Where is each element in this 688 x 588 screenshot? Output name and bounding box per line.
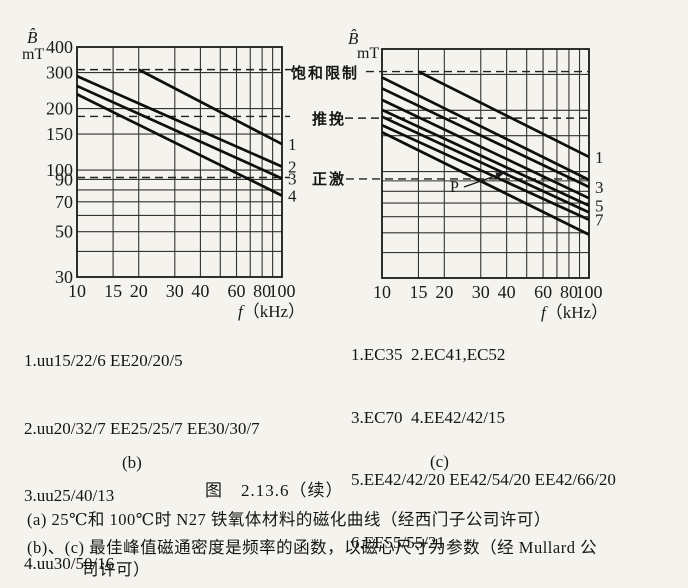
legend-line: 4.uu30/50/16	[24, 553, 115, 573]
annotation-forward: 正激	[312, 172, 347, 188]
series-label-3: 3	[595, 178, 604, 197]
y-axis-unit: mT	[22, 46, 44, 63]
series-label-7: 7	[595, 211, 604, 230]
legend-line: 6.EE55/55/21	[351, 532, 445, 552]
p-annotation-arrowhead	[495, 172, 505, 179]
y-tick-label: 200	[46, 99, 73, 119]
y-tick-label: 50	[55, 222, 73, 242]
y-tick-label: 70	[55, 192, 73, 212]
series-label-5: 5	[595, 197, 604, 216]
y-tick-label: 300	[46, 63, 73, 83]
figure-caption-a: (a) 25℃和 100℃时 N27 铁氧体材料的磁化曲线（经西门子公司许可）	[27, 510, 551, 529]
series-line-5	[381, 108, 590, 207]
x-tick-label: 20	[130, 281, 148, 301]
x-tick-label: 80	[560, 282, 578, 302]
x-tick-label: 80	[253, 281, 271, 301]
annotation-push-pull: 推挽	[312, 112, 347, 128]
annotation-saturation-limit: 饱和限制	[291, 66, 360, 82]
legend-line: 1.EC35 2.EC41,EC52	[351, 344, 506, 364]
y-tick-label: 400	[46, 37, 73, 57]
x-axis-label: f（kHz）	[541, 303, 608, 322]
x-tick-label: 10	[68, 281, 86, 301]
series-label-1: 1	[288, 135, 297, 154]
y-axis-unit: mT	[357, 45, 379, 62]
series-line-7	[381, 123, 590, 221]
series-label-2: 2	[288, 158, 297, 177]
y-axis-symbol: B̂	[348, 29, 359, 48]
p-annotation-label: P	[450, 179, 459, 196]
panel-label-c: (c)	[430, 452, 449, 471]
legend-line: 3.uu25/40/13	[24, 486, 115, 505]
x-tick-label: 40	[191, 281, 209, 301]
x-tick-label: 15	[104, 281, 122, 301]
series-line-3	[381, 87, 590, 189]
legend-line: 5.EE42/42/20 EE42/54/20 EE42/66/20	[351, 470, 616, 490]
legend-chart-b: 1.uu15/22/6 EE20/20/5 2.uu20/32/7 EE25/2…	[24, 305, 260, 588]
x-tick-label: 30	[166, 281, 184, 301]
series-label-4: 4	[288, 187, 297, 206]
legend-line: 2.uu20/32/7 EE25/25/7 EE30/30/7	[24, 418, 260, 438]
x-tick-label: 100	[576, 282, 603, 302]
plot-border	[381, 48, 590, 279]
y-tick-label: 100	[46, 160, 73, 180]
series-line-1	[138, 68, 283, 146]
series-line-2	[76, 74, 283, 168]
series-line-8	[381, 131, 590, 236]
series-line-3	[76, 84, 283, 180]
plot-border	[76, 46, 283, 278]
legend-line: 3.EC70 4.EE42/42/15	[351, 407, 505, 427]
x-tick-label: 15	[409, 282, 427, 302]
y-tick-label: 30	[55, 267, 73, 287]
y-axis-symbol: B̂	[27, 28, 38, 47]
x-tick-label: 20	[435, 282, 453, 302]
x-tick-label: 10	[373, 282, 391, 302]
x-axis-label: f（kHz）	[238, 302, 305, 321]
series-line-2	[381, 76, 590, 182]
series-line-6	[381, 115, 590, 214]
y-tick-label: 150	[46, 124, 73, 144]
x-tick-label: 60	[534, 282, 552, 302]
p-annotation-arrow	[463, 174, 497, 188]
x-tick-label: 100	[269, 281, 296, 301]
series-line-4	[381, 98, 590, 200]
panel-label-b: (b)	[122, 453, 142, 472]
figure-caption-bc-cont: 司许可）	[82, 560, 150, 579]
series-label-3: 3	[288, 169, 297, 188]
legend-chart-c: 1.EC35 2.EC41,EC52 3.EC70 4.EE42/42/15 5…	[351, 303, 616, 588]
figure-caption-title: 图 2.13.6（续）	[205, 481, 344, 500]
series-line-1	[417, 70, 590, 159]
legend-line: 1.uu15/22/6 EE20/20/5	[24, 351, 183, 370]
series-line-4	[76, 93, 283, 197]
figure-caption-bc: (b)、(c) 最佳峰值磁通密度是频率的函数，以磁心尺寸为参数（经 Mullar…	[27, 538, 598, 557]
x-tick-label: 40	[498, 282, 516, 302]
x-tick-label: 30	[472, 282, 490, 302]
x-tick-label: 60	[228, 281, 246, 301]
y-tick-label: 90	[55, 169, 73, 189]
series-label-1: 1	[595, 148, 604, 167]
